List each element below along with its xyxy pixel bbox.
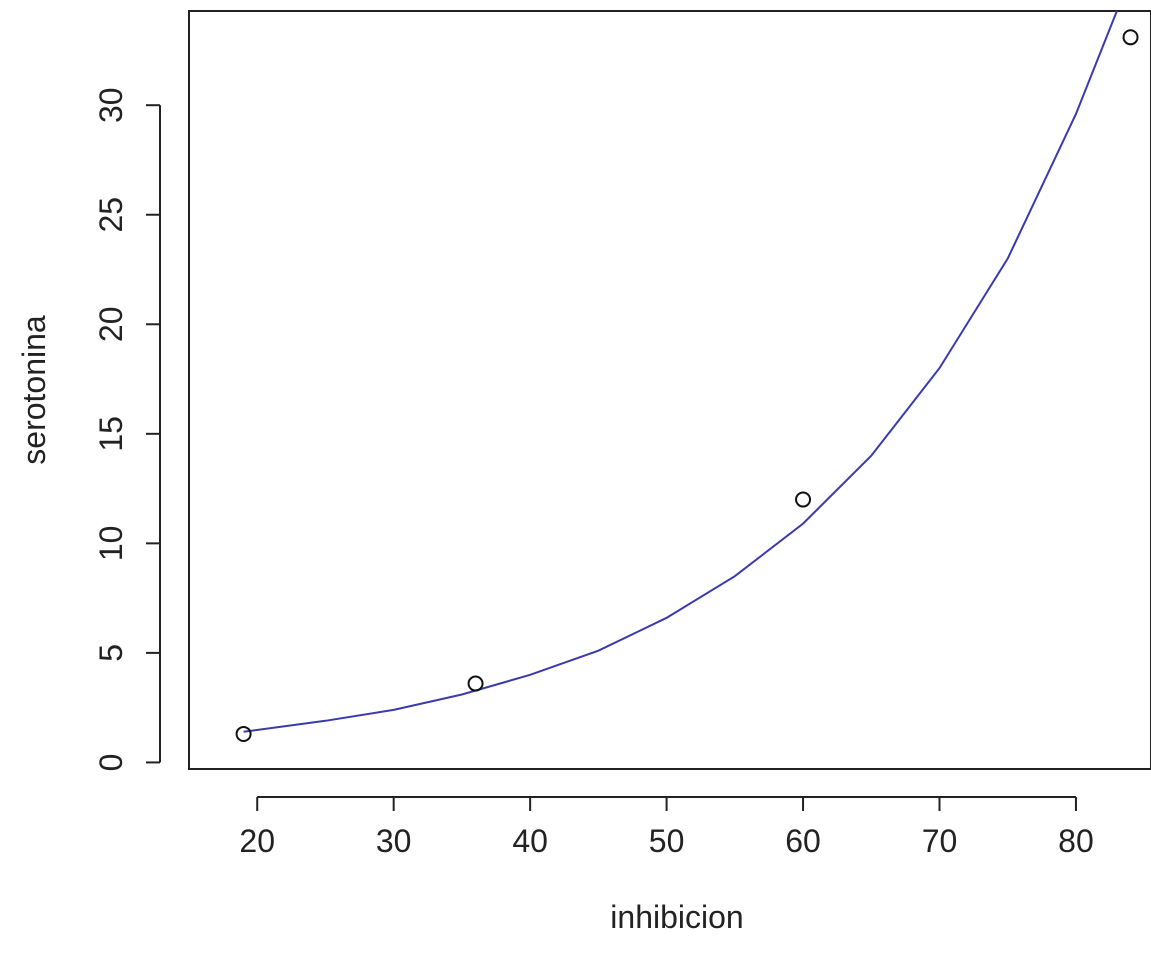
x-tick-label: 20: [239, 823, 275, 859]
x-tick-label: 30: [376, 823, 412, 859]
y-tick-label: 25: [93, 197, 129, 233]
y-tick-label: 10: [93, 526, 129, 562]
y-axis: 0 5 10 15 20 25 30: [93, 87, 161, 772]
data-point: [1122, 29, 1139, 46]
x-axis-label: inhibicion: [610, 899, 743, 935]
y-tick-label: 20: [93, 306, 129, 342]
x-tick-label: 70: [922, 823, 958, 859]
y-tick-label: 15: [93, 416, 129, 452]
fit-curve: [243, 11, 1118, 733]
x-tick-label: 80: [1058, 823, 1094, 859]
x-tick-label: 50: [649, 823, 685, 859]
data-point: [467, 675, 484, 692]
data-point: [795, 491, 812, 508]
y-tick-label: 0: [93, 754, 129, 772]
y-tick-label: 30: [93, 87, 129, 123]
y-axis-label: serotonina: [16, 315, 52, 465]
x-axis: 20 30 40 50 60 70 80: [239, 796, 1094, 859]
y-tick-label: 5: [93, 644, 129, 662]
plot-frame: [188, 10, 1151, 770]
data-point: [235, 725, 252, 742]
x-tick-label: 40: [512, 823, 548, 859]
x-tick-label: 60: [785, 823, 821, 859]
data-points: [235, 29, 1139, 742]
